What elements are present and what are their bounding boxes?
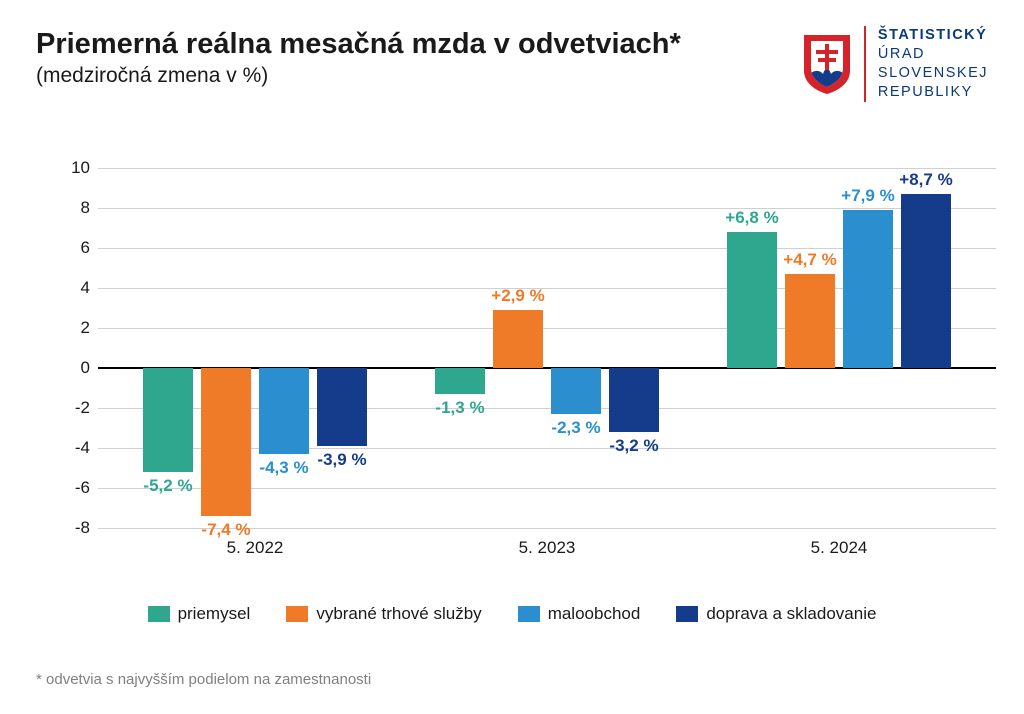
legend-item-doprava: doprava a skladovanie <box>676 604 876 624</box>
bar-priemysel <box>143 368 193 472</box>
bar-label: -7,4 % <box>201 520 250 540</box>
ytick-label: 6 <box>81 238 90 258</box>
bar-vybrane <box>201 368 251 516</box>
ytick-label: 4 <box>81 278 90 298</box>
bar-label: +2,9 % <box>491 286 544 306</box>
plot-area: -8-6-4-20246810-5,2 %-7,4 %-4,3 %-3,9 %5… <box>98 168 996 528</box>
bar-maloobchod <box>259 368 309 454</box>
ytick-label: 0 <box>81 358 90 378</box>
logo-text: ŠTATISTICKÝ ÚRAD SLOVENSKEJ REPUBLIKY <box>878 26 988 101</box>
gridline <box>98 208 996 209</box>
bar-label: -1,3 % <box>435 398 484 418</box>
bar-doprava <box>609 368 659 432</box>
gridline <box>98 168 996 169</box>
page-subtitle: (medziročná zmena v %) <box>36 64 802 88</box>
ytick-label: 2 <box>81 318 90 338</box>
header: Priemerná reálna mesačná mzda v odvetvia… <box>0 0 1024 102</box>
legend-label: vybrané trhové služby <box>316 604 481 624</box>
ytick-label: -4 <box>75 438 90 458</box>
bar-label: +6,8 % <box>725 208 778 228</box>
ytick-label: -6 <box>75 478 90 498</box>
chart: -8-6-4-20246810-5,2 %-7,4 %-4,3 %-3,9 %5… <box>58 168 996 558</box>
logo: ŠTATISTICKÝ ÚRAD SLOVENSKEJ REPUBLIKY <box>802 26 988 102</box>
bar-label: -3,9 % <box>317 450 366 470</box>
bar-label: +7,9 % <box>841 186 894 206</box>
xtick-label: 5. 2024 <box>811 538 868 558</box>
bar-priemysel <box>435 368 485 394</box>
ytick-label: 10 <box>71 158 90 178</box>
legend: priemysel vybrané trhové služby maloobchod… <box>0 604 1024 624</box>
bar-vybrane <box>493 310 543 368</box>
ytick-label: -8 <box>75 518 90 538</box>
legend-swatch <box>676 606 698 622</box>
bar-label: +4,7 % <box>783 250 836 270</box>
bar-maloobchod <box>843 210 893 368</box>
legend-swatch <box>148 606 170 622</box>
legend-item-priemysel: priemysel <box>148 604 251 624</box>
bar-label: -4,3 % <box>259 458 308 478</box>
shield-icon <box>802 33 852 95</box>
page-title: Priemerná reálna mesačná mzda v odvetvia… <box>36 26 802 62</box>
legend-swatch <box>518 606 540 622</box>
xtick-label: 5. 2023 <box>519 538 576 558</box>
legend-label: priemysel <box>178 604 251 624</box>
footnote: * odvetvia s najvyšším podielom na zames… <box>36 671 371 688</box>
xtick-label: 5. 2022 <box>227 538 284 558</box>
legend-item-vybrane: vybrané trhové služby <box>286 604 481 624</box>
bar-label: +8,7 % <box>899 170 952 190</box>
bar-doprava <box>901 194 951 368</box>
title-block: Priemerná reálna mesačná mzda v odvetvia… <box>36 26 802 88</box>
legend-label: doprava a skladovanie <box>706 604 876 624</box>
bar-label: -5,2 % <box>143 476 192 496</box>
legend-swatch <box>286 606 308 622</box>
logo-divider <box>864 26 866 102</box>
bar-doprava <box>317 368 367 446</box>
bar-maloobchod <box>551 368 601 414</box>
legend-item-maloobchod: maloobchod <box>518 604 641 624</box>
ytick-label: 8 <box>81 198 90 218</box>
legend-label: maloobchod <box>548 604 641 624</box>
ytick-label: -2 <box>75 398 90 418</box>
bar-priemysel <box>727 232 777 368</box>
bar-vybrane <box>785 274 835 368</box>
bar-label: -2,3 % <box>551 418 600 438</box>
bar-label: -3,2 % <box>609 436 658 456</box>
